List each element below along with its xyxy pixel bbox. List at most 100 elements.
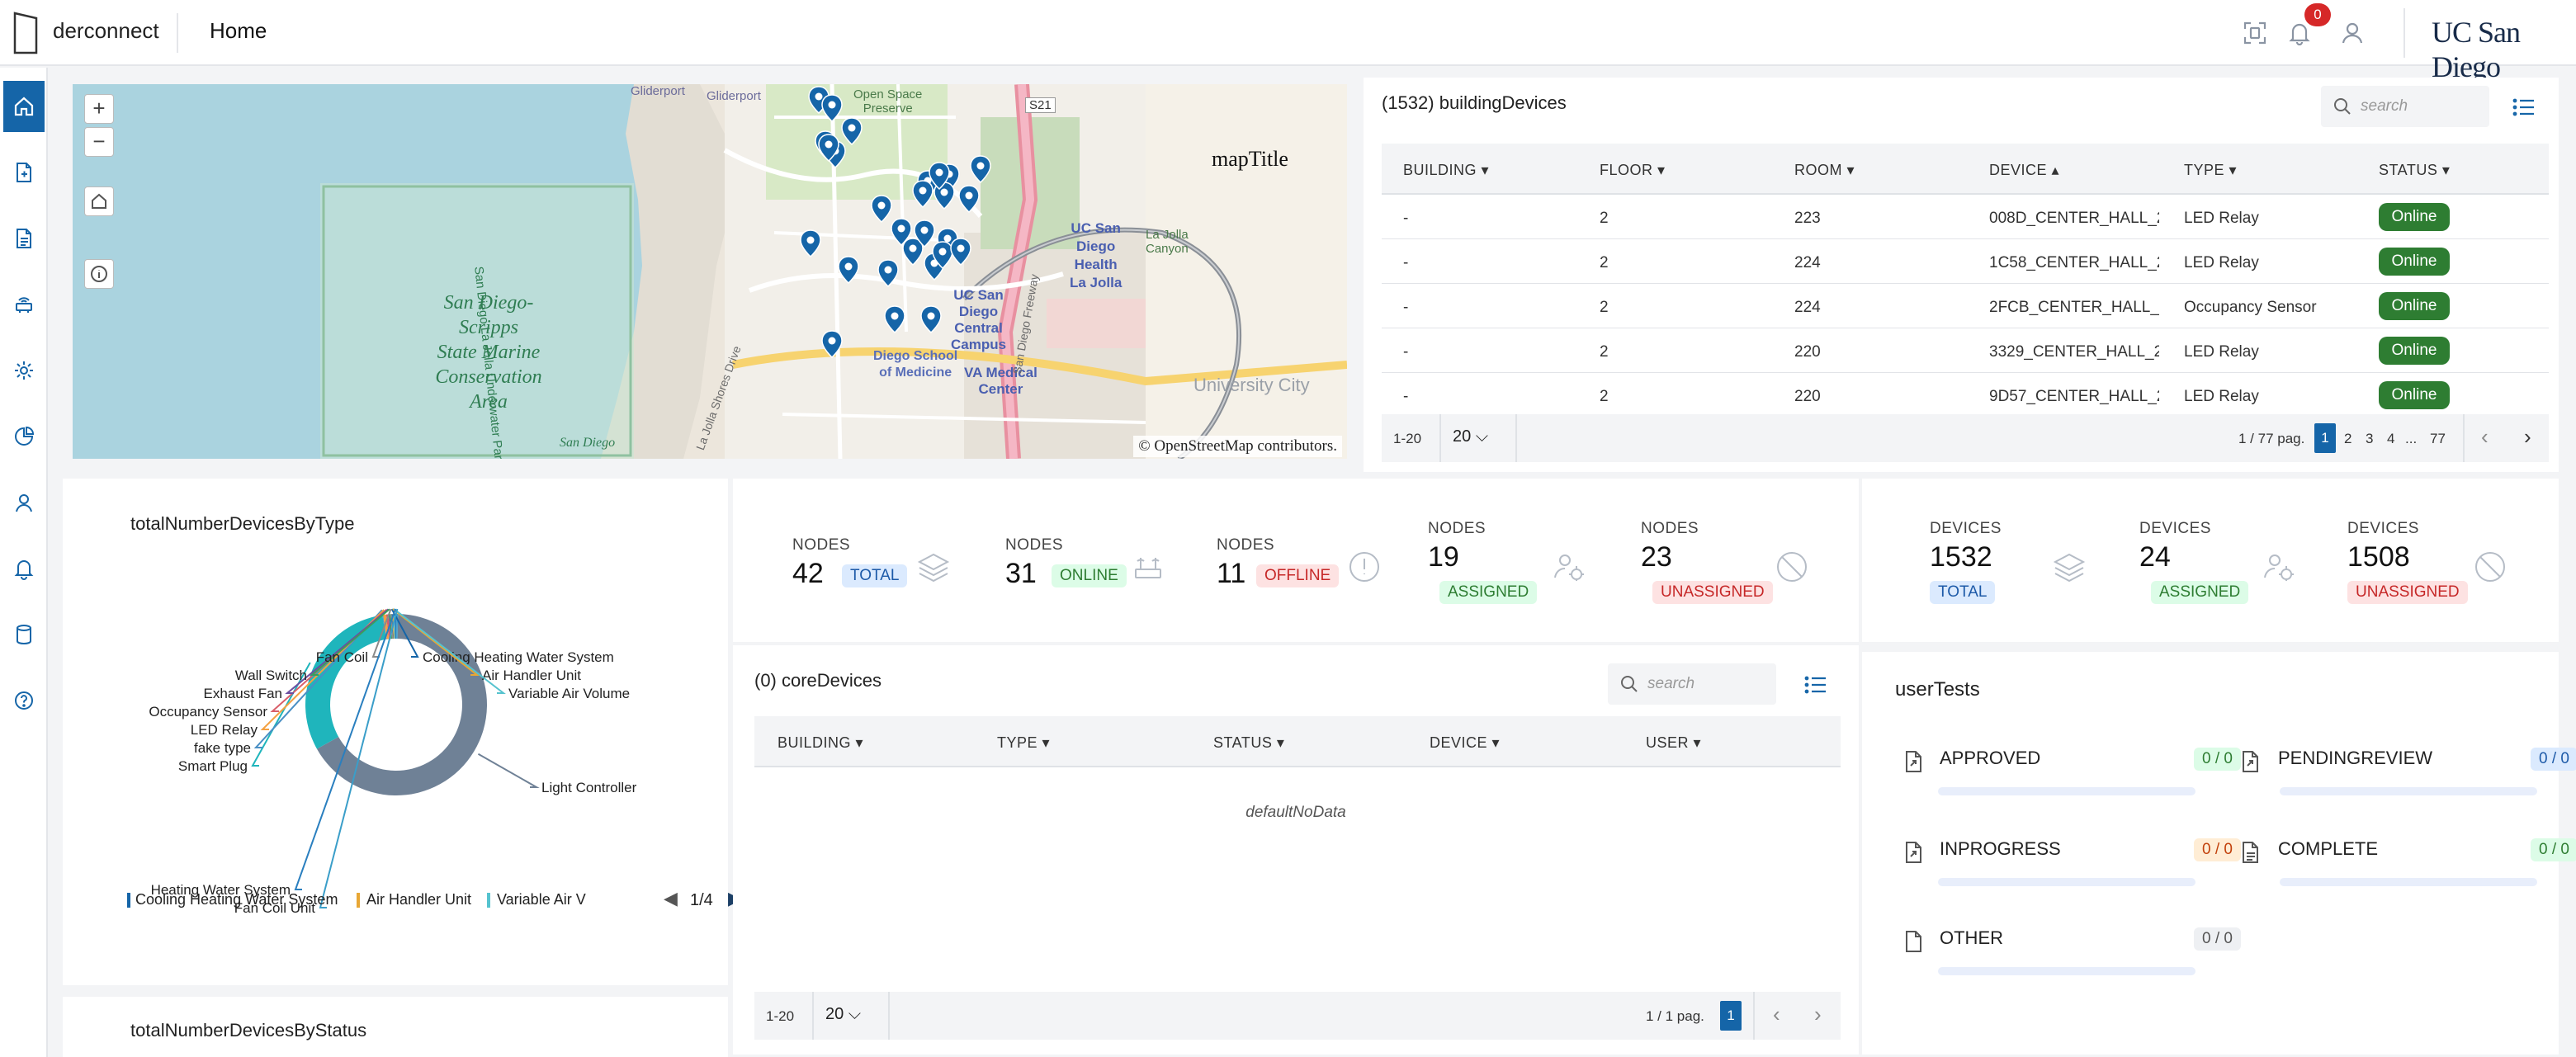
map-label-sd: San Diego — [560, 436, 616, 450]
column-building[interactable]: BUILDING ▾ — [778, 734, 864, 751]
pie-slice[interactable] — [316, 614, 487, 795]
map-pin-icon[interactable] — [884, 305, 905, 333]
stat-label: DEVICES — [2347, 520, 2419, 537]
zoom-in-button[interactable]: + — [84, 94, 114, 124]
fullscreen-icon[interactable] — [2238, 17, 2271, 50]
map-pin-icon[interactable] — [914, 219, 935, 248]
test-progress-bar — [1938, 787, 2196, 795]
building-devices-search-input[interactable]: search — [2321, 86, 2489, 127]
map-pin-icon[interactable] — [929, 162, 950, 190]
page-button-1[interactable]: 1 — [1720, 1001, 1742, 1031]
map-pin-icon[interactable] — [970, 155, 991, 183]
legend-prev-button[interactable]: ◀ — [664, 888, 678, 908]
column-room[interactable]: ROOM ▾ — [1794, 162, 1855, 178]
table-row[interactable]: - 2 220 3329_CENTER_HALL_2 LED Relay Online — [1382, 328, 2549, 373]
stat-value: 11 — [1217, 558, 1246, 589]
table-row[interactable]: - 2 224 1C58_CENTER_HALL_2 LED Relay Online — [1382, 239, 2549, 284]
sidebar-item-reports[interactable] — [3, 213, 45, 264]
map-pin-icon[interactable] — [891, 218, 912, 246]
map-label-open-space: Open Space Preserve — [853, 87, 923, 116]
column-user[interactable]: USER ▾ — [1646, 734, 1702, 751]
map-pin-icon[interactable] — [877, 259, 899, 287]
devices-by-type-title: totalNumberDevicesByType — [130, 513, 355, 534]
map-pin-icon[interactable] — [932, 241, 953, 269]
column-building[interactable]: BUILDING ▾ — [1403, 162, 1490, 178]
user-icon[interactable] — [2336, 17, 2369, 50]
page-size-select[interactable]: 20 ⌵ — [825, 1005, 861, 1023]
map-pin-icon[interactable] — [800, 229, 821, 257]
devices-stats-card: DEVICES 1532 TOTAL DEVICES 24 ASSIGNED D… — [1862, 479, 2559, 642]
bell-icon[interactable] — [2283, 17, 2316, 50]
database-icon — [17, 625, 31, 645]
map-info-button[interactable] — [84, 259, 114, 289]
column-type[interactable]: TYPE ▾ — [2184, 162, 2238, 178]
page-button-1[interactable]: 1 — [2314, 423, 2336, 453]
legend-item[interactable]: Variable Air V — [497, 891, 586, 908]
label-leader-line — [294, 608, 397, 890]
building-devices-title: (1532) buildingDevices — [1382, 92, 1567, 113]
map-attribution[interactable]: © OpenStreetMap contributors. — [1133, 436, 1342, 457]
sidebar-item-users[interactable] — [3, 477, 45, 528]
table-row[interactable]: - 2 224 2FCB_CENTER_HALL_2 Occupancy Sensor O… — [1382, 284, 2549, 328]
legend-item[interactable]: Cooling Heating Water System — [135, 891, 338, 908]
sidebar-item-settings[interactable] — [3, 345, 45, 396]
legend-item[interactable]: Air Handler Unit — [366, 891, 472, 908]
map-pin-icon[interactable] — [841, 117, 863, 145]
next-page-button[interactable]: › — [1814, 1002, 1822, 1026]
sidebar-item-database[interactable] — [3, 609, 45, 660]
map-pin-icon[interactable] — [821, 330, 843, 358]
sidebar-item-devices[interactable] — [3, 279, 45, 330]
home-icon — [92, 193, 106, 209]
sidebar-item-analytics[interactable] — [3, 411, 45, 462]
divider — [812, 992, 814, 1040]
device-map[interactable]: San Diego- Scripps State Marine Conserva… — [73, 84, 1347, 459]
cell-device: 008D_CENTER_HALL_2 — [1989, 210, 2159, 227]
next-page-button[interactable]: › — [2524, 424, 2531, 449]
list-settings-icon[interactable] — [2512, 96, 2536, 119]
page-button-3[interactable]: 3 — [2366, 431, 2374, 446]
list-settings-icon[interactable] — [1804, 673, 1827, 696]
prev-page-button[interactable]: ‹ — [1773, 1002, 1780, 1026]
slice-label: Fan Coil Unit — [234, 900, 316, 916]
page-button-2[interactable]: 2 — [2344, 431, 2352, 446]
pie-slice[interactable] — [305, 615, 386, 749]
page-button-77[interactable]: 77 — [2430, 431, 2446, 446]
map-pin-icon[interactable] — [920, 305, 942, 333]
sidebar-item-home[interactable] — [3, 81, 45, 132]
map-pin-icon[interactable] — [958, 185, 980, 213]
map-home-button[interactable] — [84, 186, 114, 216]
column-device[interactable]: DEVICE ▾ — [1430, 734, 1501, 751]
sidebar-item-documents-add[interactable] — [3, 147, 45, 198]
map-pin-icon[interactable] — [838, 256, 859, 284]
map-pin-icon[interactable] — [821, 94, 843, 122]
breadcrumb[interactable]: Home — [210, 18, 267, 43]
sidebar-item-notifications[interactable] — [3, 543, 45, 594]
sidebar-item-help[interactable] — [3, 675, 45, 726]
core-devices-pagination: 1-20 20 ⌵ 1 / 1 pag. 1 ‹ › — [754, 992, 1841, 1040]
map-label-gliderport: Gliderport — [631, 84, 685, 98]
zoom-out-button[interactable]: − — [84, 127, 114, 157]
column-floor[interactable]: FLOOR ▾ — [1600, 162, 1666, 178]
stat-tag: TOTAL — [842, 564, 908, 587]
cell-building: - — [1403, 210, 1409, 227]
map-pin-icon[interactable] — [950, 238, 971, 266]
core-devices-search-input[interactable]: search — [1608, 663, 1776, 705]
column-type[interactable]: TYPE ▾ — [997, 734, 1051, 751]
table-row[interactable]: - 2 223 008D_CENTER_HALL_2 LED Relay Online — [1382, 195, 2549, 239]
column-device[interactable]: DEVICE ▴ — [1989, 162, 2060, 178]
page-size-select[interactable]: 20 ⌵ — [1453, 427, 1488, 446]
range-label: 1-20 — [766, 1008, 795, 1024]
label-leader-line — [477, 753, 540, 788]
cell-floor: 2 — [1600, 299, 1609, 316]
map-pin-icon[interactable] — [912, 180, 934, 208]
label-leader-line — [285, 608, 390, 694]
map-pin-icon[interactable] — [818, 134, 839, 162]
map-background — [73, 84, 1347, 459]
prev-page-button[interactable]: ‹ — [2481, 424, 2489, 449]
column-status[interactable]: STATUS ▾ — [1213, 734, 1285, 751]
table-row[interactable]: - 2 220 9D57_CENTER_HALL_2 LED Relay Online — [1382, 373, 2549, 418]
column-status[interactable]: STATUS ▾ — [2379, 162, 2451, 178]
page-button-4[interactable]: 4 — [2387, 431, 2395, 446]
map-pin-icon[interactable] — [871, 195, 892, 223]
stat-value: 31 — [1005, 558, 1037, 589]
